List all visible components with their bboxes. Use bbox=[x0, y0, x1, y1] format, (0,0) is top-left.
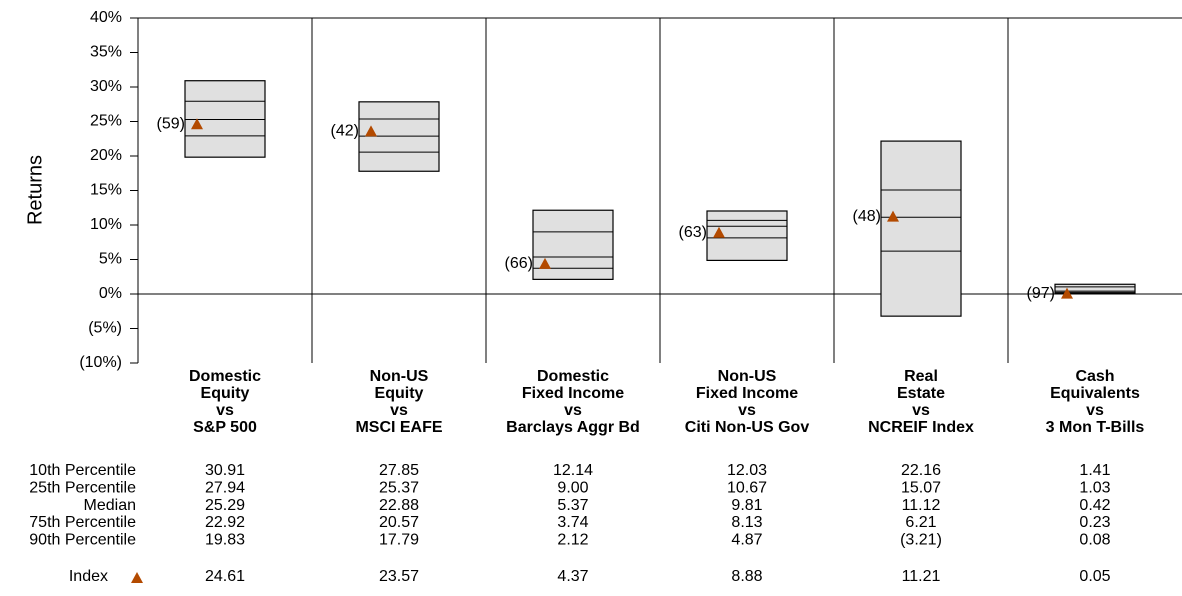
table-value: 1.41 bbox=[1079, 462, 1110, 479]
table-value: 22.88 bbox=[379, 497, 419, 514]
x-tick-label: vs bbox=[564, 402, 582, 419]
index-marker bbox=[539, 257, 551, 269]
index-marker bbox=[365, 125, 377, 137]
table-value: 0.05 bbox=[1079, 568, 1110, 585]
rank-label: (97) bbox=[1027, 285, 1055, 302]
table-value: 11.12 bbox=[902, 497, 941, 514]
x-tick-label: Equity bbox=[201, 385, 250, 402]
rank-label: (63) bbox=[679, 224, 707, 241]
x-tick-label: NCREIF Index bbox=[868, 419, 974, 436]
table-value: 19.83 bbox=[205, 531, 245, 548]
x-tick-label: Non-US bbox=[718, 368, 777, 385]
index-marker bbox=[191, 118, 203, 130]
rank-label: (66) bbox=[505, 255, 533, 272]
y-tick-label: 35% bbox=[90, 44, 122, 61]
table-value: 8.13 bbox=[731, 514, 762, 531]
y-tick-label: 30% bbox=[90, 78, 122, 95]
x-tick-label: Equivalents bbox=[1050, 385, 1140, 402]
table-value: 2.12 bbox=[557, 531, 588, 548]
rank-label: (48) bbox=[853, 208, 881, 225]
rank-label: (42) bbox=[331, 123, 359, 140]
row-label: 75th Percentile bbox=[29, 514, 136, 531]
table-value: 12.03 bbox=[727, 462, 767, 479]
row-label: Median bbox=[84, 497, 136, 514]
x-tick-label: Equity bbox=[375, 385, 424, 402]
x-tick-label: Domestic bbox=[537, 368, 609, 385]
table-value: 0.42 bbox=[1079, 497, 1110, 514]
y-tick-label: 40% bbox=[90, 9, 122, 26]
table-value: 6.21 bbox=[905, 514, 936, 531]
y-tick-label: 15% bbox=[90, 182, 122, 199]
percentile-box bbox=[880, 140, 962, 317]
percentile-box bbox=[184, 80, 266, 158]
x-tick-label: S&P 500 bbox=[193, 419, 257, 436]
table-value: 11.21 bbox=[902, 568, 941, 585]
table-value: 1.03 bbox=[1079, 480, 1110, 497]
x-tick-label: Estate bbox=[897, 385, 945, 402]
y-tick-label: 20% bbox=[90, 147, 122, 164]
index-marker bbox=[887, 210, 899, 222]
y-tick-label: 25% bbox=[90, 113, 122, 130]
row-label: 25th Percentile bbox=[29, 480, 136, 497]
x-tick-label: Citi Non-US Gov bbox=[685, 419, 810, 436]
y-tick-label: 5% bbox=[99, 251, 122, 268]
x-tick-label: vs bbox=[216, 402, 234, 419]
x-tick-label: Fixed Income bbox=[696, 385, 798, 402]
table-value: 10.67 bbox=[727, 480, 767, 497]
x-tick-label: Fixed Income bbox=[522, 385, 624, 402]
table-value: 9.81 bbox=[731, 497, 762, 514]
row-label: 10th Percentile bbox=[29, 462, 136, 479]
x-tick-label: Real bbox=[904, 368, 938, 385]
table-value: 27.94 bbox=[205, 480, 245, 497]
x-tick-label: vs bbox=[738, 402, 756, 419]
percentile-box bbox=[1054, 283, 1136, 295]
x-tick-label: Barclays Aggr Bd bbox=[506, 419, 640, 436]
legend-marker bbox=[131, 572, 143, 583]
table-value: (3.21) bbox=[900, 531, 942, 548]
table-value: 24.61 bbox=[205, 568, 245, 585]
table-value: 0.23 bbox=[1079, 514, 1110, 531]
table-value: 25.29 bbox=[205, 497, 245, 514]
table-value: 30.91 bbox=[205, 462, 245, 479]
table-value: 22.92 bbox=[205, 514, 245, 531]
x-tick-label: Non-US bbox=[370, 368, 429, 385]
rank-label: (59) bbox=[157, 115, 185, 132]
table-value: 23.57 bbox=[379, 568, 419, 585]
y-tick-label: (5%) bbox=[88, 320, 122, 337]
table-value: 25.37 bbox=[379, 480, 419, 497]
row-label: 90th Percentile bbox=[29, 531, 136, 548]
table-value: 8.88 bbox=[731, 568, 762, 585]
x-tick-label: Cash bbox=[1075, 368, 1114, 385]
y-tick-label: 10% bbox=[90, 216, 122, 233]
x-tick-label: vs bbox=[1086, 402, 1104, 419]
table-value: 9.00 bbox=[557, 480, 588, 497]
table-value: 3.74 bbox=[557, 514, 588, 531]
table-value: 12.14 bbox=[553, 462, 593, 479]
x-tick-label: vs bbox=[390, 402, 408, 419]
x-tick-label: Domestic bbox=[189, 368, 261, 385]
table-value: 20.57 bbox=[379, 514, 419, 531]
x-tick-label: MSCI EAFE bbox=[355, 419, 442, 436]
table-value: 22.16 bbox=[901, 462, 941, 479]
y-tick-label: 0% bbox=[99, 285, 122, 302]
table-value: 27.85 bbox=[379, 462, 419, 479]
row-label: Index bbox=[69, 568, 108, 585]
table-value: 5.37 bbox=[557, 497, 588, 514]
y-axis-label: Returns bbox=[24, 155, 46, 225]
table-value: 4.87 bbox=[731, 531, 762, 548]
table-value: 4.37 bbox=[557, 568, 588, 585]
index-marker bbox=[713, 226, 725, 238]
percentile-box bbox=[532, 209, 614, 280]
table-value: 17.79 bbox=[379, 531, 419, 548]
index-marker bbox=[1061, 287, 1073, 299]
table-value: 0.08 bbox=[1079, 531, 1110, 548]
table-value: 15.07 bbox=[901, 480, 941, 497]
x-tick-label: vs bbox=[912, 402, 930, 419]
y-tick-label: (10%) bbox=[79, 354, 122, 371]
x-tick-label: 3 Mon T-Bills bbox=[1046, 419, 1145, 436]
